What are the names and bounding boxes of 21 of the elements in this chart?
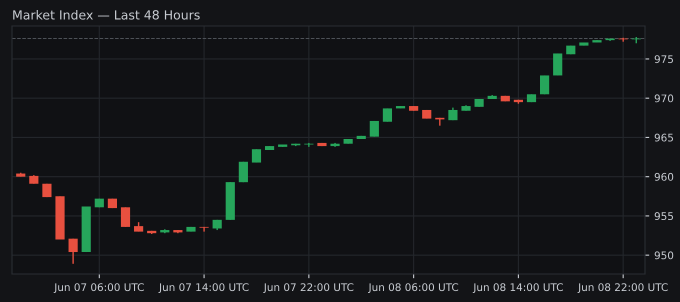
y-tick-label: 965 [654,134,673,142]
x-tick-label: Jun 08 06:00 UTC [368,283,458,294]
x-tick-label: Jun 07 14:00 UTC [158,283,249,294]
candlestick [540,74,550,95]
x-tick-label: Jun 07 22:00 UTC [263,283,354,294]
y-tick-label: 950 [654,251,674,260]
y-tick-label: 955 [654,212,673,220]
x-tick-label: Jun 07 06:00 UTC [54,283,144,294]
y-tick-label: 970 [654,94,674,102]
candlestick [42,183,52,198]
y-tick-label: 960 [654,172,674,181]
x-tick-label: Jun 08 14:00 UTC [472,283,563,294]
chart-title: Market Index — Last 48 Hours [13,10,200,20]
y-tick-label: 975 [654,55,673,64]
candlestick [252,148,262,164]
candlestick [553,52,562,76]
candlestick [68,238,78,264]
candlestick [448,106,458,121]
candlestick [120,206,130,228]
candlestick [632,36,641,44]
x-tick-label: Jun 08 22:00 UTC [578,283,668,294]
